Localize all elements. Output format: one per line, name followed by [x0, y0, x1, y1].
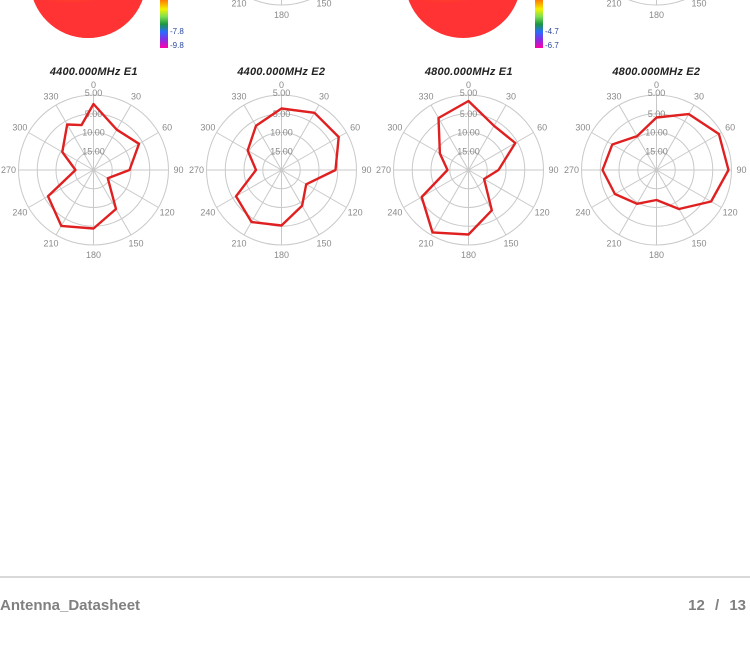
svg-text:120: 120 — [347, 208, 362, 218]
svg-text:90: 90 — [736, 165, 746, 175]
svg-text:90: 90 — [361, 165, 371, 175]
top-partial-row: -7.8 -9.8 120150180210240 — [0, 0, 750, 50]
svg-text:300: 300 — [13, 123, 28, 133]
svg-text:30: 30 — [506, 91, 516, 101]
footer: Antenna_Datasheet 12 / 13 — [0, 597, 750, 614]
svg-text:210: 210 — [606, 239, 621, 249]
svg-text:210: 210 — [231, 239, 246, 249]
svg-text:60: 60 — [162, 123, 172, 133]
svg-text:150: 150 — [504, 239, 519, 249]
svg-text:270: 270 — [189, 165, 204, 175]
svg-text:10.00: 10.00 — [457, 128, 480, 138]
polar-cell-1: 4400.000MHz E2 0306090120150180210240270… — [188, 66, 376, 260]
svg-text:5.00: 5.00 — [647, 88, 665, 98]
svg-text:240: 240 — [388, 208, 403, 218]
svg-text:120: 120 — [160, 208, 175, 218]
svg-text:120: 120 — [722, 208, 737, 218]
cb-label: -9.8 — [170, 41, 184, 50]
svg-text:150: 150 — [691, 239, 706, 249]
doc-title: Antenna_Datasheet — [0, 597, 140, 614]
polar-cell-0: 4400.000MHz E1 0306090120150180210240270… — [0, 66, 188, 260]
svg-text:90: 90 — [174, 165, 184, 175]
svg-text:15.00: 15.00 — [457, 146, 480, 156]
svg-text:150: 150 — [316, 239, 331, 249]
page-total: 13 — [729, 597, 746, 614]
svg-text:270: 270 — [564, 165, 579, 175]
svg-text:180: 180 — [649, 10, 664, 20]
svg-text:150: 150 — [129, 239, 144, 249]
svg-text:5.00: 5.00 — [460, 109, 478, 119]
svg-text:330: 330 — [606, 91, 621, 101]
cb-label: -7.8 — [170, 27, 184, 36]
svg-text:150: 150 — [691, 0, 706, 9]
svg-text:5.00: 5.00 — [460, 88, 478, 98]
svg-text:270: 270 — [1, 165, 16, 175]
page-separator: / — [715, 597, 719, 614]
svg-text:5.00: 5.00 — [272, 88, 290, 98]
sphere-cell-2: -4.7 -6.7 — [375, 0, 563, 50]
svg-text:120: 120 — [535, 208, 550, 218]
svg-text:330: 330 — [44, 91, 59, 101]
svg-text:90: 90 — [549, 165, 559, 175]
page-indicator: 12 / 13 — [688, 597, 746, 614]
svg-text:240: 240 — [575, 208, 590, 218]
polar-cell-3: 4800.000MHz E2 0306090120150180210240270… — [563, 66, 750, 260]
polar-bottom-1: 120150180210240 — [188, 0, 376, 50]
svg-text:30: 30 — [319, 91, 329, 101]
svg-text:60: 60 — [350, 123, 360, 133]
cb-label: -6.7 — [545, 41, 559, 50]
svg-text:180: 180 — [461, 250, 476, 260]
polar-title: 4400.000MHz E2 — [237, 66, 325, 78]
svg-text:60: 60 — [537, 123, 547, 133]
page-current: 12 — [688, 597, 705, 614]
svg-text:15.00: 15.00 — [82, 146, 105, 156]
svg-text:210: 210 — [44, 239, 59, 249]
svg-text:210: 210 — [419, 239, 434, 249]
footer-divider — [0, 576, 750, 578]
svg-text:30: 30 — [131, 91, 141, 101]
polar-title: 4800.000MHz E1 — [425, 66, 513, 78]
svg-text:10.00: 10.00 — [645, 128, 668, 138]
svg-text:330: 330 — [419, 91, 434, 101]
svg-text:180: 180 — [274, 250, 289, 260]
svg-text:330: 330 — [231, 91, 246, 101]
svg-text:30: 30 — [694, 91, 704, 101]
svg-text:210: 210 — [606, 0, 621, 9]
svg-text:300: 300 — [200, 123, 215, 133]
svg-text:180: 180 — [649, 250, 664, 260]
svg-text:15.00: 15.00 — [645, 146, 668, 156]
svg-text:10.00: 10.00 — [82, 128, 105, 138]
polar-row: 4400.000MHz E1 0306090120150180210240270… — [0, 66, 750, 260]
svg-text:180: 180 — [86, 250, 101, 260]
sphere-cell-1: -7.8 -9.8 — [0, 0, 188, 50]
svg-text:240: 240 — [200, 208, 215, 218]
svg-text:300: 300 — [575, 123, 590, 133]
svg-text:60: 60 — [725, 123, 735, 133]
cb-label: -4.7 — [545, 27, 559, 36]
svg-text:15.00: 15.00 — [270, 146, 293, 156]
svg-text:270: 270 — [376, 165, 391, 175]
polar-title: 4800.000MHz E2 — [612, 66, 700, 78]
svg-text:10.00: 10.00 — [270, 128, 293, 138]
svg-text:240: 240 — [13, 208, 28, 218]
svg-text:150: 150 — [316, 0, 331, 9]
polar-bottom-2: 120150180210240 — [563, 0, 750, 50]
svg-text:180: 180 — [274, 10, 289, 20]
svg-text:300: 300 — [388, 123, 403, 133]
svg-text:210: 210 — [231, 0, 246, 9]
polar-title: 4400.000MHz E1 — [50, 66, 138, 78]
svg-text:5.00: 5.00 — [85, 88, 103, 98]
polar-cell-2: 4800.000MHz E1 0306090120150180210240270… — [375, 66, 563, 260]
